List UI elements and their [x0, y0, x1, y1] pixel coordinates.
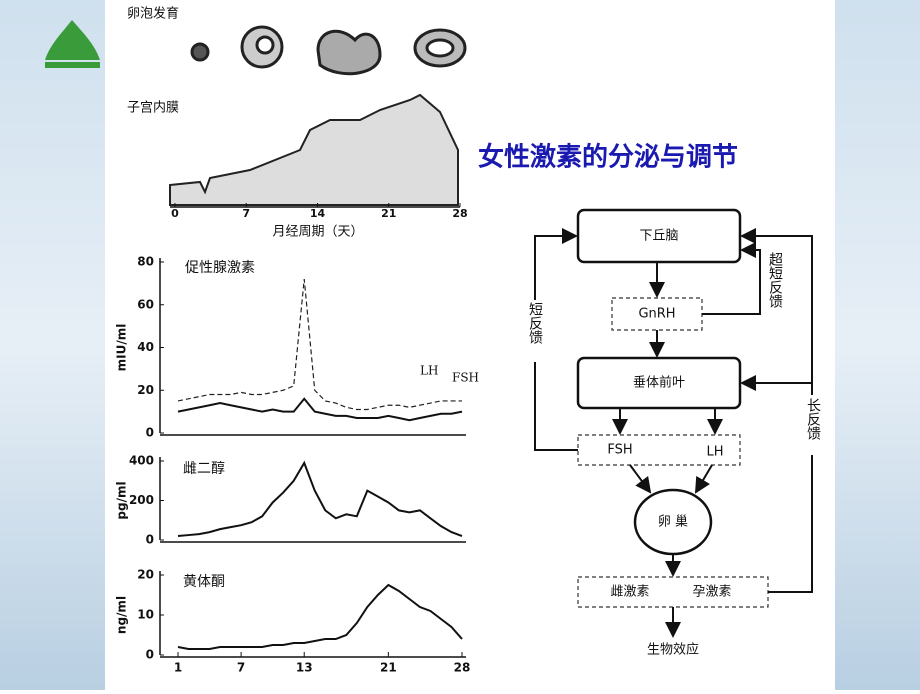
node: GnRH	[638, 307, 675, 322]
feedback-label: 长反馈	[805, 398, 821, 440]
y-tick-label: 40	[137, 340, 154, 354]
feedback-label: 短反馈	[527, 302, 543, 344]
x-tick-label: 14	[310, 207, 326, 220]
y-tick-label: 20	[137, 568, 154, 582]
follicle-drawings	[190, 25, 467, 76]
x-tick-label: 0	[171, 207, 179, 220]
slide-title: 女性激素的分泌与调节	[478, 142, 738, 173]
y-tick-label: 10	[137, 608, 154, 622]
chart-title: 雌二醇	[183, 460, 225, 477]
node: 生物效应	[647, 642, 699, 658]
flowchart: 下丘脑 GnRH 垂体前叶 FSH LH 卵 巢 雌激素 孕激素 生物效应 超短…	[522, 208, 824, 658]
series-line	[177, 583, 463, 650]
node-box	[577, 434, 741, 466]
y-axis-label: mIU/ml	[115, 324, 129, 372]
y-tick-label: 400	[129, 454, 154, 468]
x-tick-label: 13	[296, 661, 313, 675]
x-tick-label: 21	[381, 207, 396, 220]
node: LH	[706, 445, 723, 460]
endometrium-xlabel: 月经周期（天）	[272, 225, 363, 240]
series-label: FSH	[452, 371, 479, 385]
figure-panel	[105, 0, 835, 690]
series-label: LH	[420, 364, 438, 378]
chart-title: 促性腺激素	[185, 259, 255, 276]
y-tick-label: 20	[137, 383, 154, 397]
chart-title: 黄体酮	[183, 573, 225, 590]
node: FSH	[607, 443, 632, 458]
endometrium-drawing	[169, 93, 459, 206]
y-axis-label: ng/ml	[115, 596, 129, 634]
logo	[45, 20, 100, 68]
x-tick-label: 1	[174, 661, 182, 675]
y-tick-label: 60	[137, 297, 154, 311]
y-tick-label: 80	[137, 255, 154, 269]
node: 雌激素	[610, 584, 649, 600]
x-tick-label: 28	[452, 207, 467, 220]
y-tick-label: 0	[146, 648, 154, 662]
node-box	[577, 576, 769, 608]
y-tick-label: 200	[129, 493, 154, 507]
x-tick-label: 7	[237, 661, 245, 675]
node: 下丘脑	[639, 229, 678, 244]
x-tick-label: 7	[242, 207, 250, 220]
series-line	[177, 279, 462, 411]
node: 卵 巢	[658, 515, 688, 530]
endometrium-label: 子宫内膜	[127, 100, 179, 116]
node: 孕激素	[692, 585, 731, 600]
x-tick-label: 28	[454, 661, 471, 675]
y-tick-label: 0	[146, 426, 154, 440]
y-axis-label: pg/ml	[115, 481, 129, 519]
node: 垂体前叶	[633, 375, 685, 391]
feedback-label: 超短反馈	[767, 252, 783, 308]
series-line	[177, 397, 463, 422]
y-tick-label: 0	[146, 533, 154, 547]
follicle-label: 卵泡发育	[127, 6, 179, 22]
series-line	[177, 460, 463, 538]
x-tick-label: 21	[380, 661, 397, 675]
